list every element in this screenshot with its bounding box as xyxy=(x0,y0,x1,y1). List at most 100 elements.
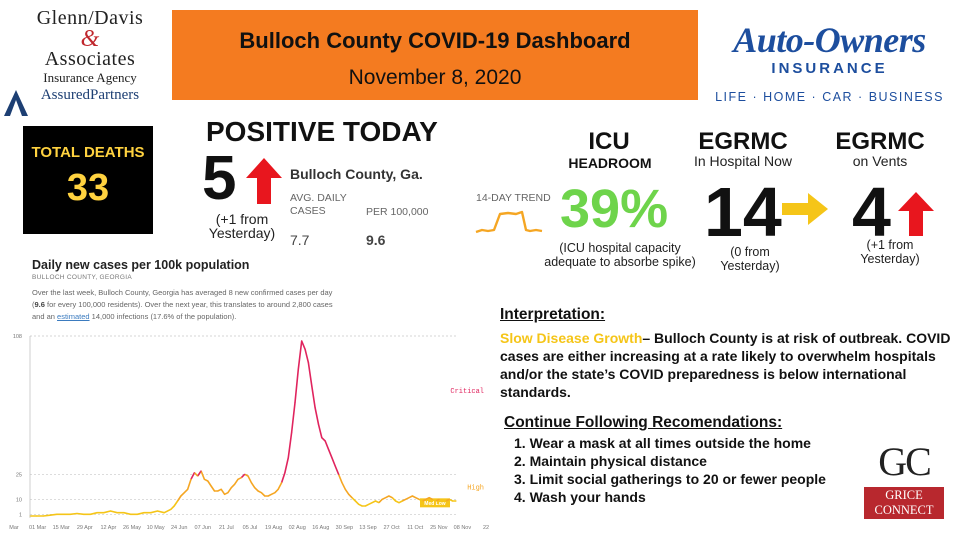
data-point xyxy=(237,478,239,480)
chart-thresholds: Critical High Med Low xyxy=(420,388,484,508)
recommendations-title: Continue Following Recomendations: xyxy=(504,414,783,431)
data-point xyxy=(334,465,336,467)
data-point xyxy=(227,492,229,494)
data-point xyxy=(130,513,132,515)
series-line-segment xyxy=(244,473,283,497)
chart-subtitle: BULLOCH COUNTY, GEORGIA xyxy=(32,274,132,281)
stats-per100k-value: 9.6 xyxy=(366,232,386,248)
data-point xyxy=(368,503,370,505)
estimated-link[interactable]: estimated xyxy=(57,312,90,321)
up-arrow-icon xyxy=(898,192,934,236)
chart-series xyxy=(29,340,457,517)
chart-grid xyxy=(30,335,456,515)
icu-sub: HEADROOM xyxy=(568,155,652,171)
icu-value: 39% xyxy=(560,179,669,239)
data-point xyxy=(421,500,424,502)
data-point xyxy=(441,500,444,502)
assured-partners-logo-icon xyxy=(4,90,28,116)
x-tick-label: 30 Sep xyxy=(336,525,353,531)
data-point xyxy=(384,497,387,499)
x-tick-label: 29 Apr xyxy=(77,525,93,531)
data-point xyxy=(83,513,85,515)
y-tick-label: 1 xyxy=(19,512,22,518)
sponsor-ampersand: & xyxy=(80,26,100,52)
series-line-segment xyxy=(176,479,192,502)
data-point xyxy=(348,493,350,495)
data-point xyxy=(76,512,78,515)
daily-cases-chart: Critical High Med Low 1 10 25 108 Mar 01 Mar 15… xyxy=(9,334,489,531)
x-tick-label: 12 Apr xyxy=(100,525,116,531)
insurer-tagline: LIFE · HOME · CAR · BUSINESS xyxy=(715,90,944,104)
series-line-segment xyxy=(401,495,420,502)
sponsor-line4: AssuredPartners xyxy=(40,87,140,103)
series-line-segment xyxy=(391,497,403,504)
insurer-name: Auto-Owners xyxy=(733,20,926,60)
x-tick-label: 13 Sep xyxy=(359,525,376,531)
insurer-logo: Auto-Owners INSURANCE LIFE · HOME · CAR … xyxy=(702,20,957,105)
vents-sub: on Vents xyxy=(852,153,908,169)
hospital-note: (0 from Yesterday) xyxy=(720,245,780,273)
data-point xyxy=(438,498,440,500)
interpretation-title: Interpretation: xyxy=(500,306,606,323)
data-point xyxy=(187,488,189,490)
chart-desc-part3: 14,000 infections (17.6% of the populati… xyxy=(89,312,237,321)
threshold-badge xyxy=(420,498,450,508)
total-deaths-value: 33 xyxy=(66,167,110,209)
data-point xyxy=(301,340,303,342)
series-line-segment xyxy=(422,496,433,502)
x-tick-label: 19 Aug xyxy=(265,525,282,531)
data-point xyxy=(327,448,330,450)
data-point xyxy=(418,498,420,500)
data-point xyxy=(425,498,427,500)
data-point xyxy=(176,500,179,502)
total-deaths-label: TOTAL DEATHS xyxy=(31,144,145,161)
vents-value: 4 xyxy=(852,173,891,251)
data-point xyxy=(267,495,269,497)
chart-x-axis: Mar 01 Mar 15 Mar 29 Apr 12 Apr 26 May 10 May 2… xyxy=(9,525,489,531)
data-point xyxy=(210,485,212,487)
interpretation-status: Slow Disease Growth xyxy=(500,330,643,346)
data-point xyxy=(344,488,346,490)
trend-label: 14-DAY TREND xyxy=(476,192,551,204)
data-point xyxy=(401,500,403,502)
icu-label: ICU xyxy=(588,128,630,155)
data-point xyxy=(156,510,159,512)
data-point xyxy=(247,475,249,477)
x-tick-label: 15 Mar xyxy=(53,525,70,531)
data-point xyxy=(374,500,377,502)
data-point xyxy=(304,348,306,350)
data-point xyxy=(69,513,71,515)
interpretation-body: Slow Disease Growth– Bulloch County is a… xyxy=(500,329,960,401)
x-tick-label: 27 Oct xyxy=(383,525,400,531)
data-point xyxy=(274,492,276,494)
series-line-segment xyxy=(30,500,179,517)
x-tick-label: Mar xyxy=(9,525,19,531)
data-point xyxy=(351,497,353,499)
series-line-segment xyxy=(435,498,440,502)
data-point xyxy=(455,500,457,502)
data-point xyxy=(287,457,289,459)
data-point xyxy=(36,515,38,517)
dashboard-date: November 8, 2020 xyxy=(348,66,522,89)
grice-line2: CONNECT xyxy=(874,503,934,517)
recommendation-item: 2. Maintain physical distance xyxy=(514,453,707,469)
data-point xyxy=(291,432,293,434)
data-point xyxy=(428,497,430,499)
positive-today-note: (+1 from Yesterday) xyxy=(208,211,276,241)
data-point xyxy=(257,490,259,492)
data-point xyxy=(49,514,51,516)
data-point xyxy=(230,487,232,489)
data-point xyxy=(337,473,340,475)
sponsor-line3: Insurance Agency xyxy=(43,70,137,85)
data-point xyxy=(183,492,185,494)
data-point xyxy=(452,500,454,502)
data-point xyxy=(103,512,105,514)
chart-desc-part1: Over the last week, Bulloch County, Geor… xyxy=(32,288,333,309)
data-point xyxy=(240,477,242,479)
chart-y-axis: 1 10 25 108 xyxy=(13,334,31,518)
data-point xyxy=(371,502,373,504)
x-tick-label: 26 May xyxy=(123,525,141,531)
positive-today-value: 5 xyxy=(202,144,237,213)
data-point xyxy=(217,490,219,492)
stats-county: Bulloch County, Ga. xyxy=(290,166,423,182)
